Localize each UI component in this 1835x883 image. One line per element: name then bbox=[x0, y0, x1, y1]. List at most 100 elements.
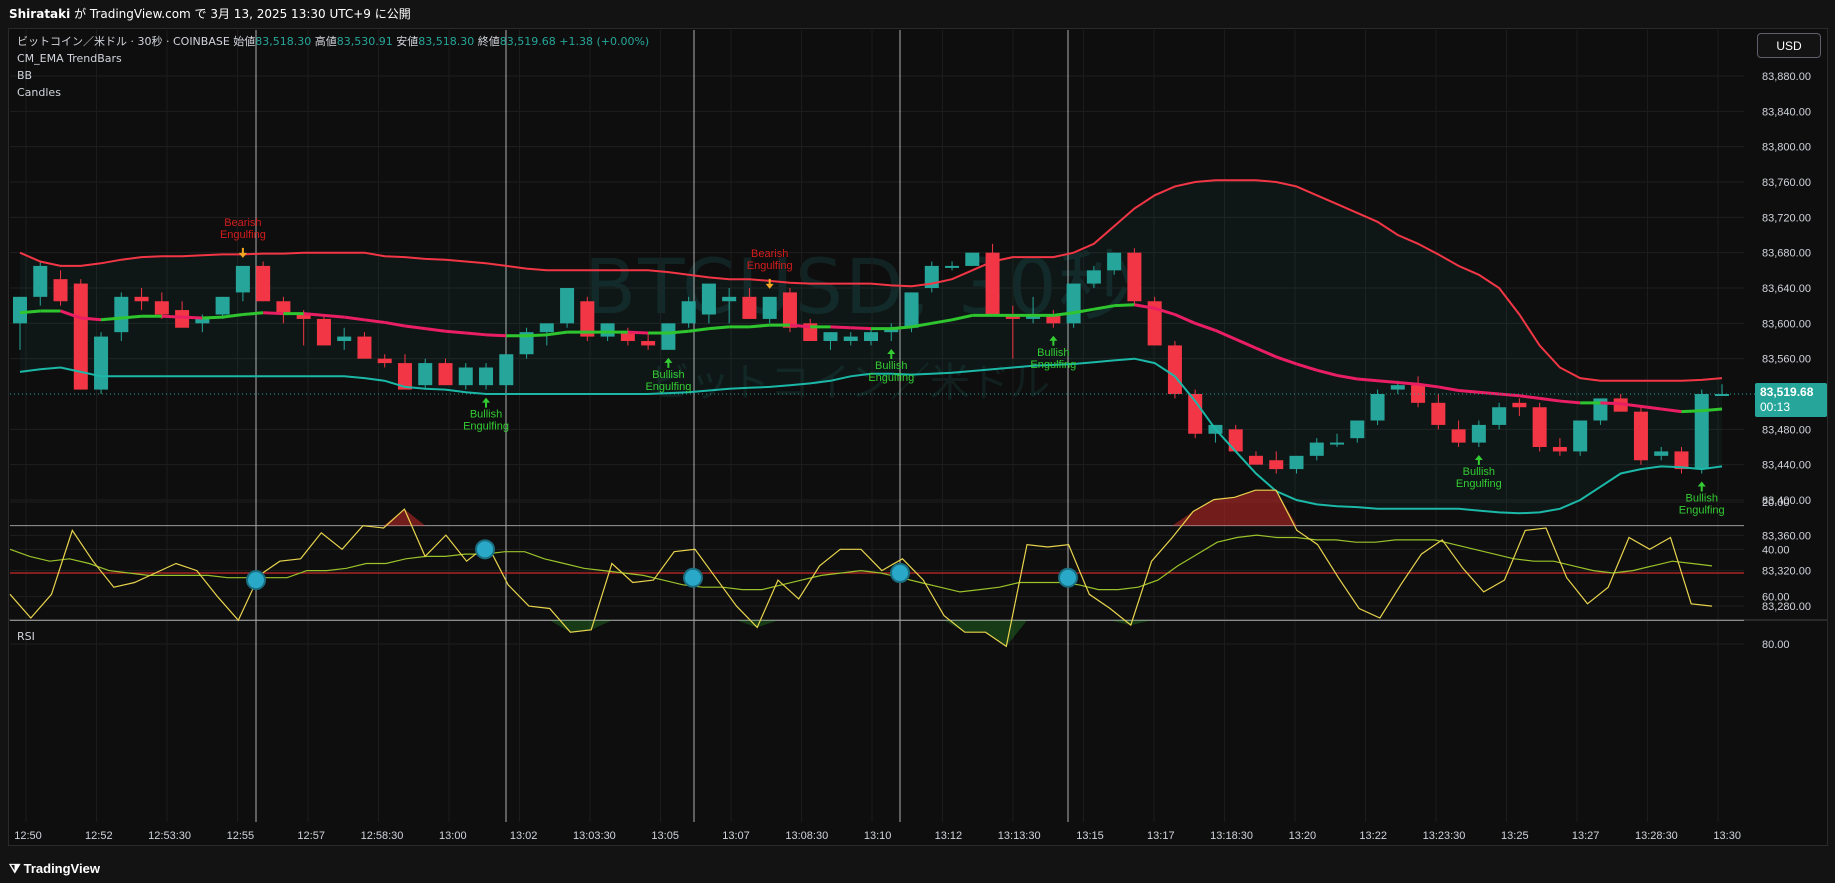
ema-segment bbox=[485, 333, 507, 338]
candle-body bbox=[33, 265, 48, 297]
marker-label: Engulfing bbox=[1030, 359, 1076, 371]
currency-button[interactable]: USD bbox=[1757, 33, 1821, 58]
marker-label: Bullish bbox=[1037, 347, 1069, 359]
ema-segment bbox=[830, 325, 851, 330]
marker-label: Engulfing bbox=[1456, 478, 1502, 490]
up-arrow-icon bbox=[1474, 455, 1483, 465]
candle-body bbox=[1532, 407, 1547, 447]
up-arrow-icon bbox=[482, 397, 491, 408]
candle-body bbox=[762, 296, 777, 319]
time-tick-label: 13:28:30 bbox=[1635, 830, 1678, 842]
price-tick-label: 83,600.00 bbox=[1762, 318, 1811, 330]
change-value: +1.38 (+0.00%) bbox=[559, 35, 650, 48]
time-tick-label: 13:22 bbox=[1359, 830, 1387, 842]
rsi-legend[interactable]: RSI bbox=[17, 630, 35, 643]
bollinger-upper-line bbox=[19, 179, 1723, 382]
candle-body bbox=[1512, 402, 1527, 408]
marker-label: Engulfing bbox=[868, 372, 914, 384]
tradingview-logo[interactable]: ⧩ TradingView bbox=[9, 861, 100, 877]
close-label: 終値 bbox=[477, 35, 500, 48]
candle-body bbox=[276, 301, 291, 315]
ema-segment bbox=[546, 330, 568, 337]
candle-body bbox=[1046, 314, 1061, 324]
candle-body bbox=[377, 358, 392, 364]
up-arrow-icon bbox=[887, 349, 896, 359]
candle-body bbox=[1127, 252, 1142, 302]
rsi-line bbox=[9, 489, 1713, 648]
bollinger-lower-line bbox=[19, 357, 1723, 515]
candle-body bbox=[1492, 407, 1507, 425]
candle-body bbox=[256, 265, 271, 302]
candle-body bbox=[904, 292, 919, 328]
candle-body bbox=[397, 363, 412, 390]
marker-label: Bearish bbox=[224, 217, 261, 229]
ema-segment bbox=[1458, 388, 1479, 394]
candle-body bbox=[1167, 345, 1182, 394]
ema-segment bbox=[1478, 390, 1500, 396]
ema-segment bbox=[19, 309, 41, 315]
candle-body bbox=[843, 336, 858, 341]
indicator-bb[interactable]: BB bbox=[17, 69, 33, 82]
ema-segment bbox=[1255, 346, 1277, 359]
ema-segment bbox=[951, 313, 973, 322]
marker-label: Bullish bbox=[652, 369, 684, 381]
time-tick-label: 12:53:30 bbox=[148, 830, 191, 842]
ema-segment bbox=[1397, 381, 1419, 386]
rsi-tick-label: 40.00 bbox=[1762, 544, 1790, 556]
ema-segment bbox=[1275, 355, 1297, 366]
candle-body bbox=[539, 323, 554, 333]
up-arrow-icon bbox=[1697, 481, 1706, 492]
price-tick-label: 83,400.00 bbox=[1762, 495, 1811, 507]
candle-body bbox=[1654, 451, 1669, 456]
ema-segment bbox=[263, 311, 284, 316]
ema-segment bbox=[1235, 337, 1257, 350]
price-tick-label: 83,760.00 bbox=[1762, 177, 1811, 189]
marker-label: Bullish bbox=[470, 409, 502, 421]
indicator-cm-ema[interactable]: CM_EMA TrendBars bbox=[17, 52, 122, 65]
ema-segment bbox=[1620, 402, 1642, 408]
ema-segment bbox=[222, 313, 244, 319]
rsi-cross-dot bbox=[475, 539, 495, 560]
ema-segment bbox=[1357, 377, 1378, 383]
chart-panel[interactable] bbox=[8, 28, 1828, 846]
high-label: 高値 bbox=[314, 35, 337, 48]
time-tick-label: 13:23:30 bbox=[1423, 830, 1466, 842]
candle-body bbox=[1269, 460, 1284, 470]
ema-segment bbox=[1519, 394, 1540, 400]
rsi-cross-dot bbox=[246, 570, 266, 591]
candle-body bbox=[154, 301, 169, 315]
price-tick-label: 83,800.00 bbox=[1762, 142, 1811, 154]
candle-body bbox=[1086, 270, 1101, 284]
symbol-name-watermark: ビットコイン／米ドル bbox=[650, 360, 1050, 406]
publish-header: Shirataki が TradingView.com で 3月 13, 202… bbox=[0, 0, 1835, 28]
symbol-title[interactable]: ビットコイン／米ドル · 30秒 · COINBASE bbox=[17, 35, 230, 48]
candle-body bbox=[1228, 429, 1243, 452]
price-tick-label: 83,560.00 bbox=[1762, 354, 1811, 366]
price-tick-label: 83,640.00 bbox=[1762, 283, 1811, 295]
price-axis: 83,880.00 83,840.00 83,800.00 83,760.00 83,7… bbox=[1762, 71, 1811, 613]
price-tick-label: 83,440.00 bbox=[1762, 460, 1811, 472]
ema-segment bbox=[1336, 373, 1358, 381]
marker-label: Engulfing bbox=[645, 381, 691, 393]
candle-body bbox=[235, 265, 250, 293]
candle-body bbox=[175, 310, 190, 328]
time-tick-label: 13:00 bbox=[439, 830, 467, 842]
candle-body bbox=[965, 252, 980, 266]
candle-body bbox=[1188, 394, 1203, 434]
price-tick-label: 83,880.00 bbox=[1762, 71, 1811, 83]
indicator-candles[interactable]: Candles bbox=[17, 86, 61, 99]
candle-body bbox=[94, 336, 109, 390]
candle-body bbox=[864, 332, 878, 341]
open-value: 83,518.30 bbox=[255, 35, 312, 48]
candle-body bbox=[13, 296, 27, 324]
ema-segment bbox=[343, 315, 365, 322]
marker-label: Bullish bbox=[1686, 493, 1718, 505]
time-tick-label: 13:30 bbox=[1713, 830, 1741, 842]
chart-legend: ビットコイン／米ドル · 30秒 · COINBASE 始値83,518.30 … bbox=[17, 33, 649, 101]
close-value: 83,519.68 bbox=[499, 35, 556, 48]
footer-bar: ⧩ TradingView bbox=[0, 855, 1835, 883]
ema-segment bbox=[1377, 379, 1398, 385]
ema-segment bbox=[121, 314, 142, 320]
rsi-oversold-fill bbox=[383, 490, 1297, 526]
